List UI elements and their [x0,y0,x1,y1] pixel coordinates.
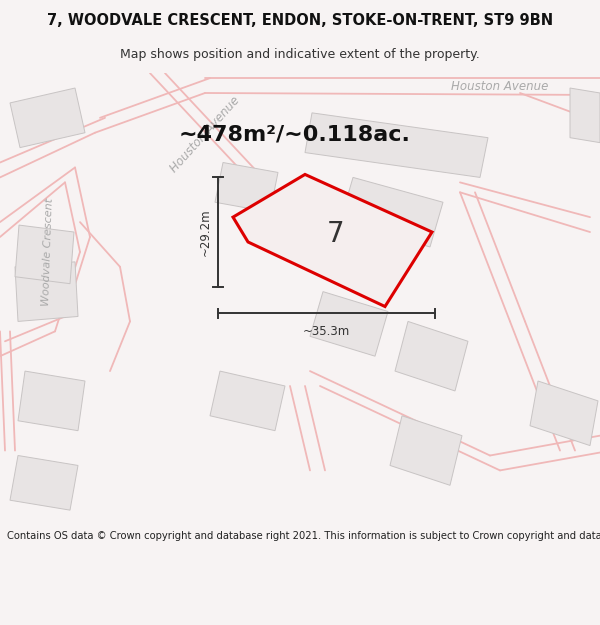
Polygon shape [10,88,85,148]
Polygon shape [310,292,388,356]
Polygon shape [15,225,74,284]
Polygon shape [215,162,278,212]
Text: ~35.3m: ~35.3m [303,325,350,338]
Polygon shape [530,381,598,446]
Polygon shape [10,456,78,510]
Text: ~29.2m: ~29.2m [199,208,212,256]
Text: Houston Avenue: Houston Avenue [451,79,548,92]
Text: Contains OS data © Crown copyright and database right 2021. This information is : Contains OS data © Crown copyright and d… [7,531,600,541]
Polygon shape [18,371,85,431]
Text: Houston Avenue: Houston Avenue [167,94,242,175]
Polygon shape [15,262,78,321]
Text: ~478m²/~0.118ac.: ~478m²/~0.118ac. [179,125,411,145]
Polygon shape [210,371,285,431]
Text: Map shows position and indicative extent of the property.: Map shows position and indicative extent… [120,48,480,61]
Text: 7: 7 [327,221,344,248]
Text: Woodvale Crescent: Woodvale Crescent [41,198,55,306]
Polygon shape [570,88,600,142]
Polygon shape [233,174,432,306]
Polygon shape [390,416,462,485]
Text: 7, WOODVALE CRESCENT, ENDON, STOKE-ON-TRENT, ST9 9BN: 7, WOODVALE CRESCENT, ENDON, STOKE-ON-TR… [47,13,553,28]
Polygon shape [305,113,488,178]
Polygon shape [340,177,443,247]
Polygon shape [395,321,468,391]
